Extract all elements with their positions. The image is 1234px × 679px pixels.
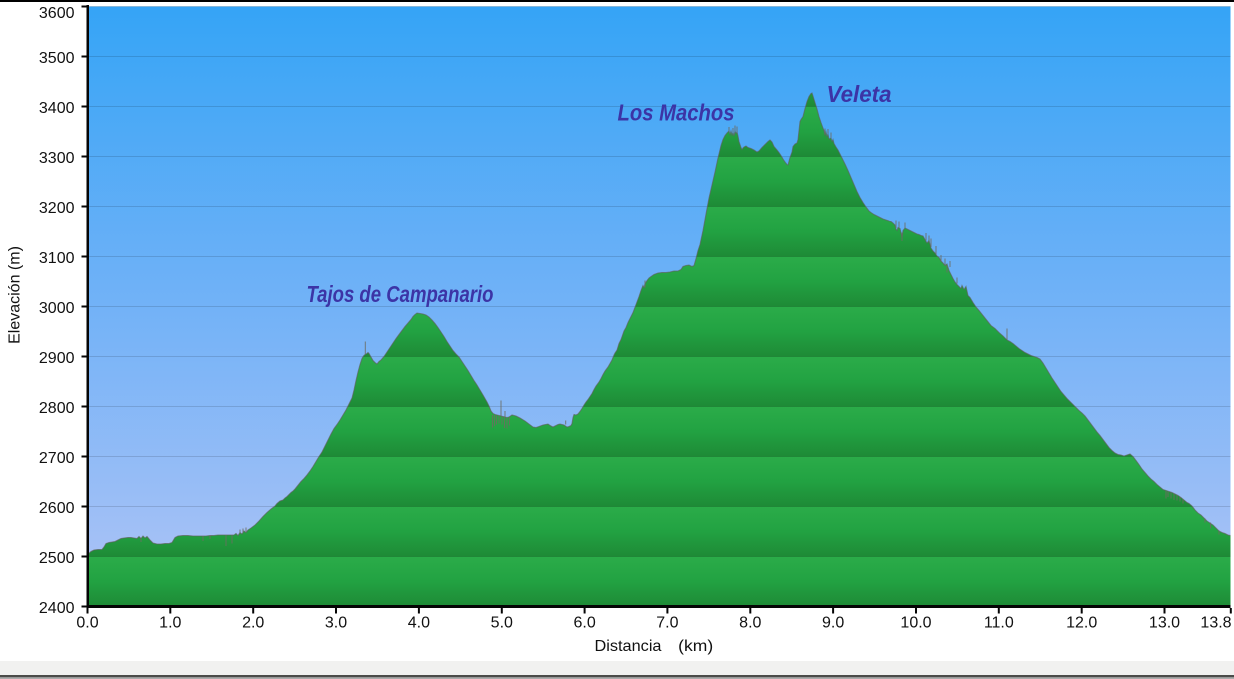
svg-text:5.0: 5.0 — [491, 615, 513, 632]
svg-text:3300: 3300 — [39, 150, 75, 167]
svg-text:2900: 2900 — [39, 350, 75, 367]
svg-text:10.0: 10.0 — [900, 615, 931, 632]
svg-text:6.0: 6.0 — [573, 615, 595, 632]
svg-text:3400: 3400 — [39, 100, 75, 117]
svg-text:2.0: 2.0 — [242, 615, 264, 632]
svg-text:3500: 3500 — [39, 50, 75, 67]
svg-text:9.0: 9.0 — [822, 615, 844, 632]
svg-text:3200: 3200 — [39, 200, 75, 217]
svg-text:4.0: 4.0 — [408, 615, 430, 632]
svg-text:Elevación (m): Elevación (m) — [7, 246, 24, 344]
svg-text:13.0: 13.0 — [1149, 615, 1180, 632]
svg-text:Veleta: Veleta — [827, 81, 892, 107]
svg-text:12.0: 12.0 — [1066, 615, 1097, 632]
svg-text:Distancia: Distancia — [595, 638, 662, 655]
svg-text:2700: 2700 — [39, 450, 75, 467]
svg-text:8.0: 8.0 — [739, 615, 761, 632]
svg-text:2600: 2600 — [39, 500, 75, 517]
svg-text:2800: 2800 — [39, 400, 75, 417]
svg-text:13.8: 13.8 — [1200, 615, 1231, 632]
svg-text:3100: 3100 — [39, 250, 75, 267]
svg-text:1.0: 1.0 — [159, 615, 181, 632]
svg-text:3.0: 3.0 — [325, 615, 347, 632]
svg-text:Tajos de Campanario: Tajos de Campanario — [307, 281, 494, 307]
svg-text:11.0: 11.0 — [984, 615, 1014, 632]
svg-text:3600: 3600 — [39, 5, 75, 22]
svg-text:7.0: 7.0 — [656, 615, 678, 632]
svg-text:2500: 2500 — [39, 550, 75, 567]
svg-text:Los Machos: Los Machos — [618, 100, 735, 126]
svg-text:2400: 2400 — [39, 600, 75, 617]
svg-text:0.0: 0.0 — [76, 615, 98, 632]
svg-text:3000: 3000 — [39, 300, 75, 317]
svg-text:(km): (km) — [678, 638, 713, 655]
